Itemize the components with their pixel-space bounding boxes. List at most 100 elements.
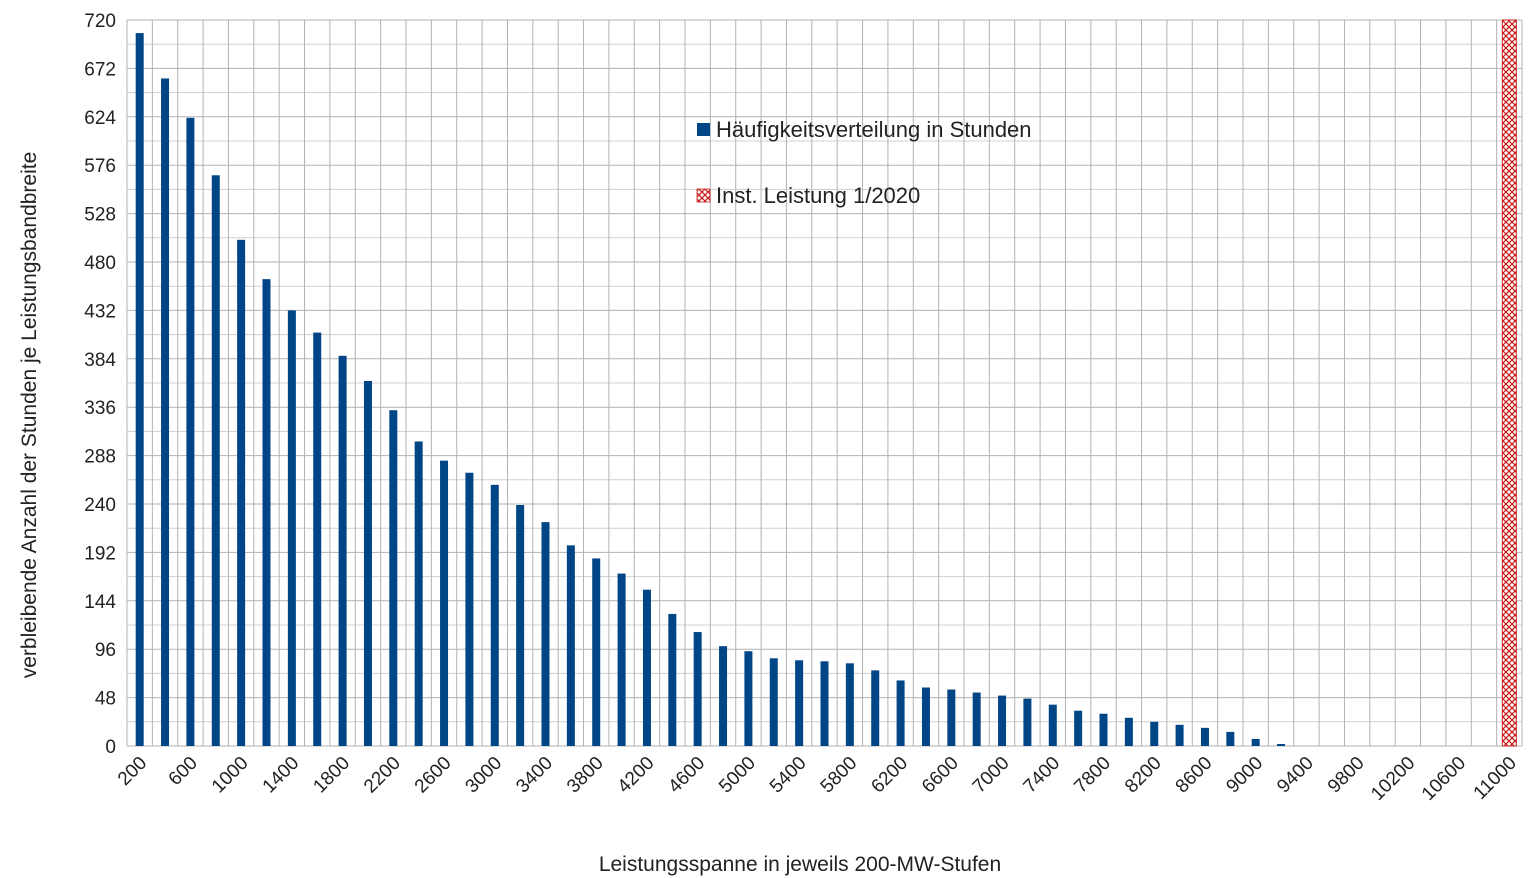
y-tick-label: 144 bbox=[84, 592, 116, 613]
bar-4600 bbox=[693, 632, 702, 746]
y-tick-label: 672 bbox=[84, 59, 116, 80]
x-tick-label: 5000 bbox=[715, 753, 760, 798]
x-tick-label: 8600 bbox=[1172, 753, 1217, 798]
x-tick-label: 2200 bbox=[360, 753, 405, 798]
bar-1800 bbox=[338, 355, 347, 746]
bar-8400 bbox=[1175, 724, 1184, 746]
bar-7000 bbox=[998, 695, 1007, 746]
bar-5000 bbox=[744, 651, 753, 746]
y-tick-label: 384 bbox=[84, 350, 116, 371]
legend-label-haeufigkeit: Häufigkeitsverteilung in Stunden bbox=[716, 117, 1032, 142]
y-tick-labels: 0 48 96 144 192 240 288 336 384 432 480 528 576 624 67… bbox=[84, 11, 116, 758]
y-tick-label: 576 bbox=[84, 156, 116, 177]
x-tick-label: 4600 bbox=[664, 753, 709, 798]
y-tick-label: 480 bbox=[84, 253, 116, 274]
bar-600 bbox=[186, 117, 195, 746]
bar-8800 bbox=[1226, 731, 1235, 746]
x-tick-label: 2600 bbox=[411, 753, 456, 798]
y-tick-label: 720 bbox=[84, 11, 116, 32]
bar-2200 bbox=[389, 410, 398, 746]
bar-9000 bbox=[1251, 738, 1260, 746]
y-tick-label: 528 bbox=[84, 205, 116, 226]
x-tick-label: 4200 bbox=[614, 753, 659, 798]
bar-1000 bbox=[237, 239, 246, 747]
x-tick-label: 8200 bbox=[1121, 753, 1166, 798]
bar-7200 bbox=[1023, 698, 1032, 746]
y-tick-label: 432 bbox=[84, 301, 116, 322]
bar-5200 bbox=[769, 658, 778, 746]
bar-3800 bbox=[592, 558, 601, 746]
x-tick-label: 1400 bbox=[259, 753, 304, 798]
bar-8600 bbox=[1200, 727, 1209, 746]
bar-2400 bbox=[414, 441, 423, 746]
legend-label-inst-leistung: Inst. Leistung 1/2020 bbox=[716, 183, 920, 208]
x-tick-label: 5400 bbox=[766, 753, 811, 798]
y-tick-label: 0 bbox=[105, 737, 116, 758]
x-tick-label: 9800 bbox=[1324, 753, 1369, 798]
bar-4200 bbox=[642, 589, 651, 746]
bar-1200 bbox=[262, 279, 271, 746]
x-tick-label: 10600 bbox=[1418, 753, 1470, 805]
x-tick-label: 10200 bbox=[1367, 753, 1419, 805]
legend: Häufigkeitsverteilung in Stunden Inst. L… bbox=[696, 117, 1032, 208]
x-tick-label: 9400 bbox=[1273, 753, 1318, 798]
y-tick-label: 48 bbox=[95, 689, 116, 710]
x-tick-label: 3000 bbox=[462, 753, 507, 798]
bar-6200 bbox=[896, 680, 905, 746]
bar-4800 bbox=[719, 646, 728, 746]
bar-inst-leistung bbox=[1501, 19, 1517, 747]
x-tick-label: 3800 bbox=[563, 753, 608, 798]
bar-5800 bbox=[845, 663, 854, 746]
bar-2600 bbox=[440, 460, 449, 746]
y-tick-label: 240 bbox=[84, 495, 116, 516]
bar-2800 bbox=[465, 472, 474, 746]
bar-800 bbox=[211, 175, 220, 747]
bar-3400 bbox=[541, 522, 550, 746]
y-tick-label: 336 bbox=[84, 398, 116, 419]
bar-1600 bbox=[313, 332, 322, 746]
bar-8200 bbox=[1150, 721, 1159, 746]
bar-4400 bbox=[668, 613, 677, 746]
x-tick-label: 9000 bbox=[1222, 753, 1267, 798]
x-tick-label: 6600 bbox=[918, 753, 963, 798]
y-tick-label: 96 bbox=[95, 640, 116, 661]
bar-200 bbox=[135, 33, 144, 746]
bar-400 bbox=[161, 78, 170, 746]
bar-2000 bbox=[363, 380, 372, 746]
bar-3200 bbox=[516, 505, 525, 746]
x-tick-label: 1000 bbox=[208, 753, 253, 798]
bar-6800 bbox=[972, 692, 981, 746]
bar-5400 bbox=[795, 660, 804, 746]
bar-6000 bbox=[871, 670, 880, 746]
bars bbox=[135, 19, 1517, 747]
x-tick-label: 7400 bbox=[1020, 753, 1065, 798]
x-tick-label: 3400 bbox=[512, 753, 557, 798]
bar-5600 bbox=[820, 661, 829, 746]
y-tick-label: 624 bbox=[84, 108, 116, 129]
bar-3000 bbox=[490, 484, 499, 746]
bar-7400 bbox=[1048, 704, 1057, 746]
bar-7800 bbox=[1099, 713, 1108, 746]
y-tick-label: 288 bbox=[84, 447, 116, 468]
bar-3600 bbox=[566, 545, 575, 746]
x-tick-label: 6200 bbox=[867, 753, 912, 798]
bar-6600 bbox=[947, 689, 956, 746]
x-tick-label: 200 bbox=[114, 753, 151, 790]
x-tick-label: 7000 bbox=[969, 753, 1014, 798]
y-tick-label: 192 bbox=[84, 543, 116, 564]
x-axis-label: Leistungsspanne in jeweils 200-MW-Stufen bbox=[599, 853, 1001, 876]
legend-swatch-haeufigkeit bbox=[697, 123, 710, 136]
y-axis-label: verbleibende Anzahl der Stunden je Leist… bbox=[18, 152, 41, 679]
bar-8000 bbox=[1124, 717, 1133, 746]
grid bbox=[126, 19, 1523, 747]
bar-4000 bbox=[617, 573, 626, 746]
x-tick-label: 7800 bbox=[1070, 753, 1115, 798]
x-tick-labels: 200 600 1000 1400 1800 2200 2600 3000 3400 3800 42… bbox=[114, 753, 1521, 805]
x-tick-label: 5800 bbox=[817, 753, 862, 798]
x-tick-label: 11000 bbox=[1470, 753, 1521, 804]
bar-7600 bbox=[1074, 710, 1083, 746]
x-tick-label: 600 bbox=[165, 753, 202, 790]
bar-9200 bbox=[1277, 743, 1286, 746]
bar-1400 bbox=[287, 310, 296, 746]
